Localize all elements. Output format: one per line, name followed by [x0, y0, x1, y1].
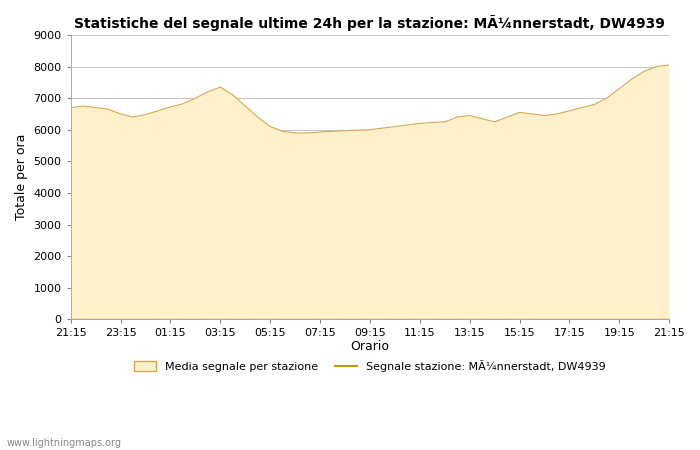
X-axis label: Orario: Orario: [351, 340, 389, 353]
Title: Statistiche del segnale ultime 24h per la stazione: MÃ¼nnerstadt, DW4939: Statistiche del segnale ultime 24h per l…: [74, 15, 666, 31]
Legend: Media segnale per stazione, Segnale stazione: MÃ¼nnerstadt, DW4939: Media segnale per stazione, Segnale staz…: [130, 356, 610, 376]
Y-axis label: Totale per ora: Totale per ora: [15, 134, 28, 220]
Text: www.lightningmaps.org: www.lightningmaps.org: [7, 438, 122, 448]
